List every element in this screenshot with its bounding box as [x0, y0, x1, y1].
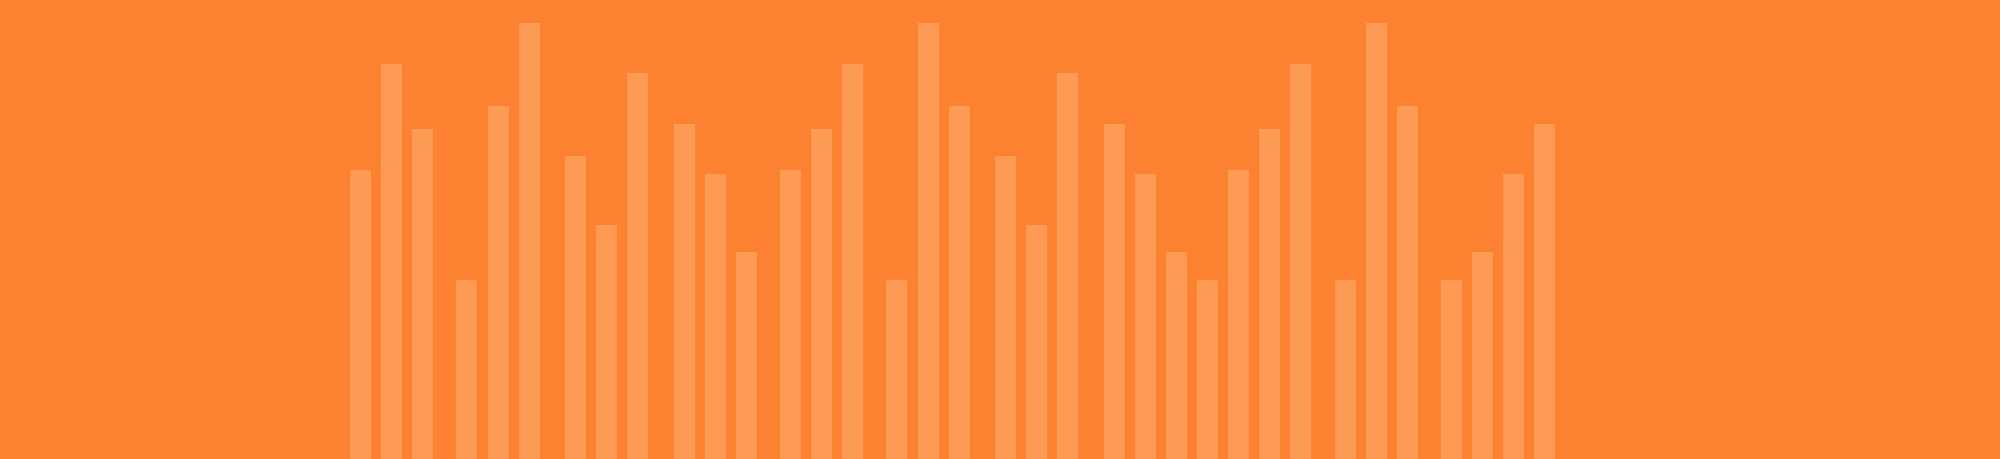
equalizer-bar: [381, 64, 402, 459]
equalizer-bar: [674, 124, 695, 459]
equalizer-bar: [1366, 23, 1387, 459]
equalizer-bar: [1397, 106, 1418, 459]
equalizer-bar: [1228, 170, 1249, 459]
equalizer-bar: [780, 170, 801, 459]
equalizer-bar: [1057, 73, 1078, 459]
equalizer-bar: [488, 106, 509, 459]
equalizer-bar: [412, 129, 433, 459]
equalizer-bar: [1503, 174, 1524, 459]
equalizer-bar: [1166, 252, 1187, 459]
equalizer-bar: [519, 23, 540, 459]
equalizer-bar: [1135, 174, 1156, 459]
equalizer-bar: [565, 156, 586, 459]
equalizer-bar: [456, 280, 477, 459]
equalizer-bar: [736, 252, 757, 459]
equalizer-bar: [886, 280, 907, 459]
equalizer-bar: [1290, 64, 1311, 459]
equalizer-bar: [705, 174, 726, 459]
equalizer-bar: [1335, 280, 1356, 459]
equalizer-bar: [995, 156, 1016, 459]
equalizer-bar: [842, 64, 863, 459]
equalizer-bar: [1259, 129, 1280, 459]
equalizer-bar: [627, 73, 648, 459]
equalizer-bar: [596, 225, 617, 459]
equalizer-bar: [350, 170, 371, 459]
equalizer-bar: [1197, 280, 1218, 459]
equalizer-bar: [918, 23, 939, 459]
equalizer-bar: [949, 106, 970, 459]
equalizer-bar: [1534, 124, 1555, 459]
equalizer-bar: [1472, 252, 1493, 459]
equalizer-bar: [1441, 280, 1462, 459]
equalizer-bar: [1026, 225, 1047, 459]
equalizer-bar: [811, 129, 832, 459]
equalizer-bar: [1104, 124, 1125, 459]
